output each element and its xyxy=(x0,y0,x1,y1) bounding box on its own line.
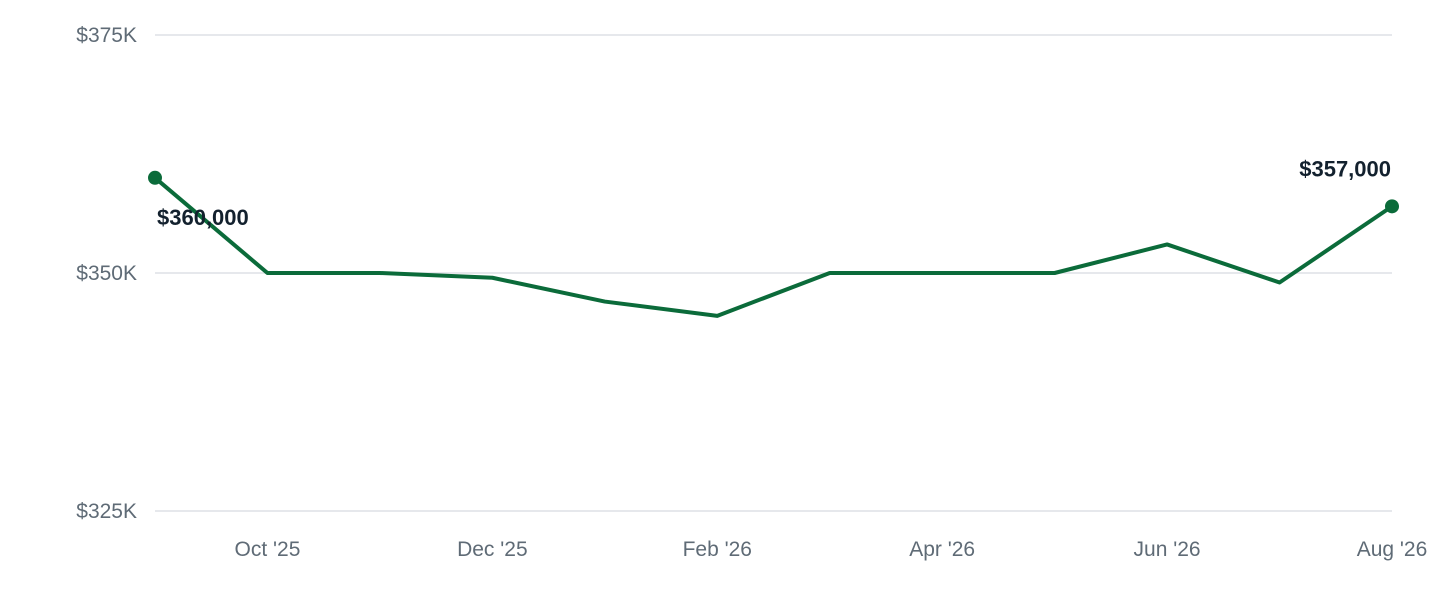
series-layer xyxy=(148,170,1399,318)
x-tick-label: Feb '26 xyxy=(683,538,752,561)
series-line xyxy=(153,175,1394,318)
x-tick-label: Oct '25 xyxy=(235,538,301,561)
y-axis-ticks: $375K $350K $325K xyxy=(76,24,137,523)
x-tick-label: Apr '26 xyxy=(909,538,975,561)
x-tick-label: Jun '26 xyxy=(1134,538,1201,561)
data-label: $360,000 xyxy=(157,205,249,230)
y-tick-label: $375K xyxy=(76,24,137,47)
y-tick-label: $325K xyxy=(76,500,137,523)
x-axis-ticks: Oct '25 Dec '25 Feb '26 Apr '26 Jun '26 Aug '… xyxy=(235,538,1428,561)
x-tick-label: Dec '25 xyxy=(457,538,528,561)
data-point-marker xyxy=(1385,199,1399,214)
y-tick-label: $350K xyxy=(76,262,137,285)
x-tick-label: Aug '26 xyxy=(1357,538,1428,561)
data-point-marker xyxy=(148,170,162,185)
data-label: $357,000 xyxy=(1299,156,1391,181)
data-labels: $360,000 $357,000 xyxy=(157,156,1391,229)
